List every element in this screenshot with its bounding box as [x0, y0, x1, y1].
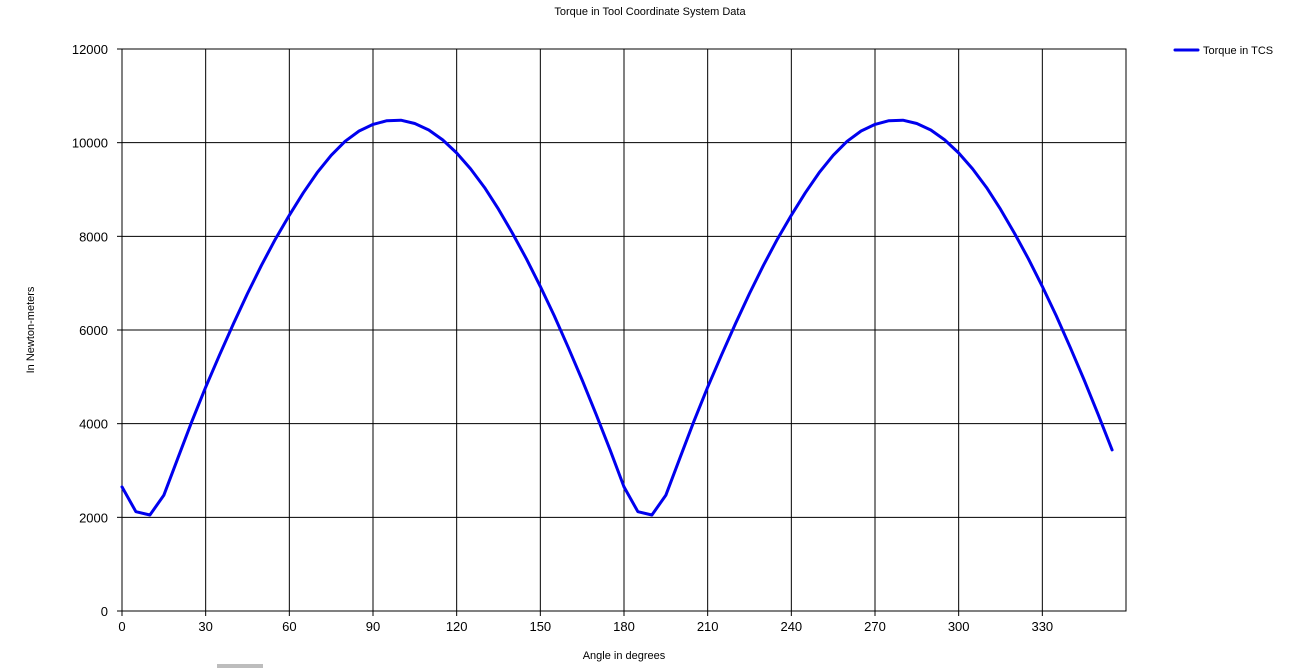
- x-tick-label: 150: [529, 619, 551, 634]
- series-line-torque-in-tcs: [120, 118, 1114, 517]
- legend-label-torque-in-tcs: Torque in TCS: [1203, 45, 1273, 57]
- scrollbar-thumb[interactable]: [217, 664, 263, 668]
- y-axis-label: In Newton-meters: [25, 286, 37, 373]
- y-tick-label: 10000: [72, 136, 108, 151]
- series-layer: [120, 118, 1114, 517]
- x-axis-label: Angle in degrees: [583, 650, 666, 662]
- x-tick-label: 90: [366, 619, 380, 634]
- x-tick-label: 180: [613, 619, 635, 634]
- x-tick-label: 30: [198, 619, 212, 634]
- x-tick-label: 60: [282, 619, 296, 634]
- grid-layer: [121, 48, 1126, 612]
- x-tick-label: 240: [780, 619, 802, 634]
- y-tick-label: 8000: [79, 229, 108, 244]
- y-tick-label: 12000: [72, 42, 108, 57]
- y-tick-label: 0: [101, 604, 108, 619]
- legend: Torque in TCS: [1173, 45, 1273, 57]
- x-tick-label: 210: [697, 619, 719, 634]
- x-tick-label: 270: [864, 619, 886, 634]
- y-tick-label: 6000: [79, 323, 108, 338]
- y-tick-label: 2000: [79, 510, 108, 525]
- x-tick-label: 120: [446, 619, 468, 634]
- y-tick-label: 4000: [79, 417, 108, 432]
- chart-title: Torque in Tool Coordinate System Data: [554, 6, 746, 18]
- x-tick-label: 300: [948, 619, 970, 634]
- tick-layer: 0 30 60 90 120 150 180 210 240 270 300 330 0 2000 4000…: [72, 42, 1053, 634]
- x-tick-label: 330: [1031, 619, 1053, 634]
- x-tick-label: 0: [118, 619, 125, 634]
